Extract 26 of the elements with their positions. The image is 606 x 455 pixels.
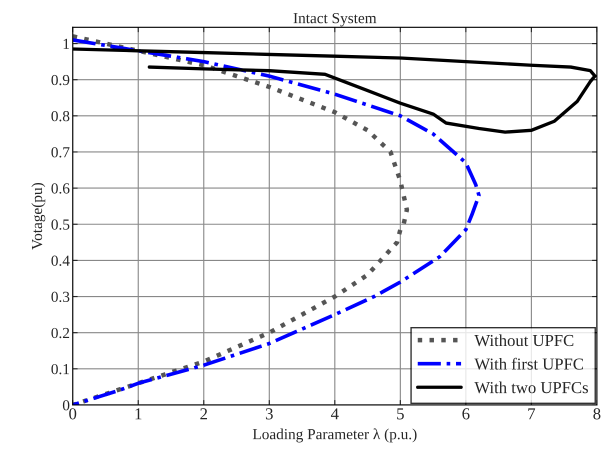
chart-title: Intact System bbox=[294, 13, 376, 26]
x-tick-label: 1 bbox=[136, 408, 142, 420]
x-tick-label: 4 bbox=[330, 408, 339, 420]
y-tick-label: 0.8 bbox=[51, 110, 70, 122]
x-tick-label: 6 bbox=[462, 408, 470, 420]
y-tick-label: 0.1 bbox=[51, 364, 70, 374]
y-tick-label: 0.6 bbox=[51, 183, 70, 194]
legend-label: With first UPFC bbox=[474, 358, 584, 370]
y-tick-label: 1 bbox=[64, 38, 70, 49]
x-tick-label: 3 bbox=[266, 408, 273, 420]
y-tick-label: 0.2 bbox=[51, 328, 70, 338]
y-tick-label: 0.7 bbox=[51, 147, 70, 158]
x-tick-label: 5 bbox=[397, 408, 404, 420]
y-axis-title: Votage(pu) bbox=[31, 182, 46, 250]
y-tick-label: 0.4 bbox=[51, 256, 70, 266]
y-tick-label: 0 bbox=[62, 400, 70, 410]
y-tick-label: 0.5 bbox=[51, 219, 70, 230]
y-tick-label: 0.3 bbox=[51, 292, 70, 302]
legend-label: Without UPFC bbox=[474, 334, 574, 346]
legend-label: With two UPFCs bbox=[474, 382, 588, 394]
x-axis-title: Loading Parameter λ (p.u.) bbox=[252, 428, 417, 442]
x-tick-label: 7 bbox=[528, 408, 536, 420]
x-tick-label: 8 bbox=[593, 408, 600, 420]
x-tick-label: 2 bbox=[200, 408, 208, 420]
y-tick-label: 0.9 bbox=[51, 74, 70, 86]
line-series bbox=[72, 34, 410, 405]
